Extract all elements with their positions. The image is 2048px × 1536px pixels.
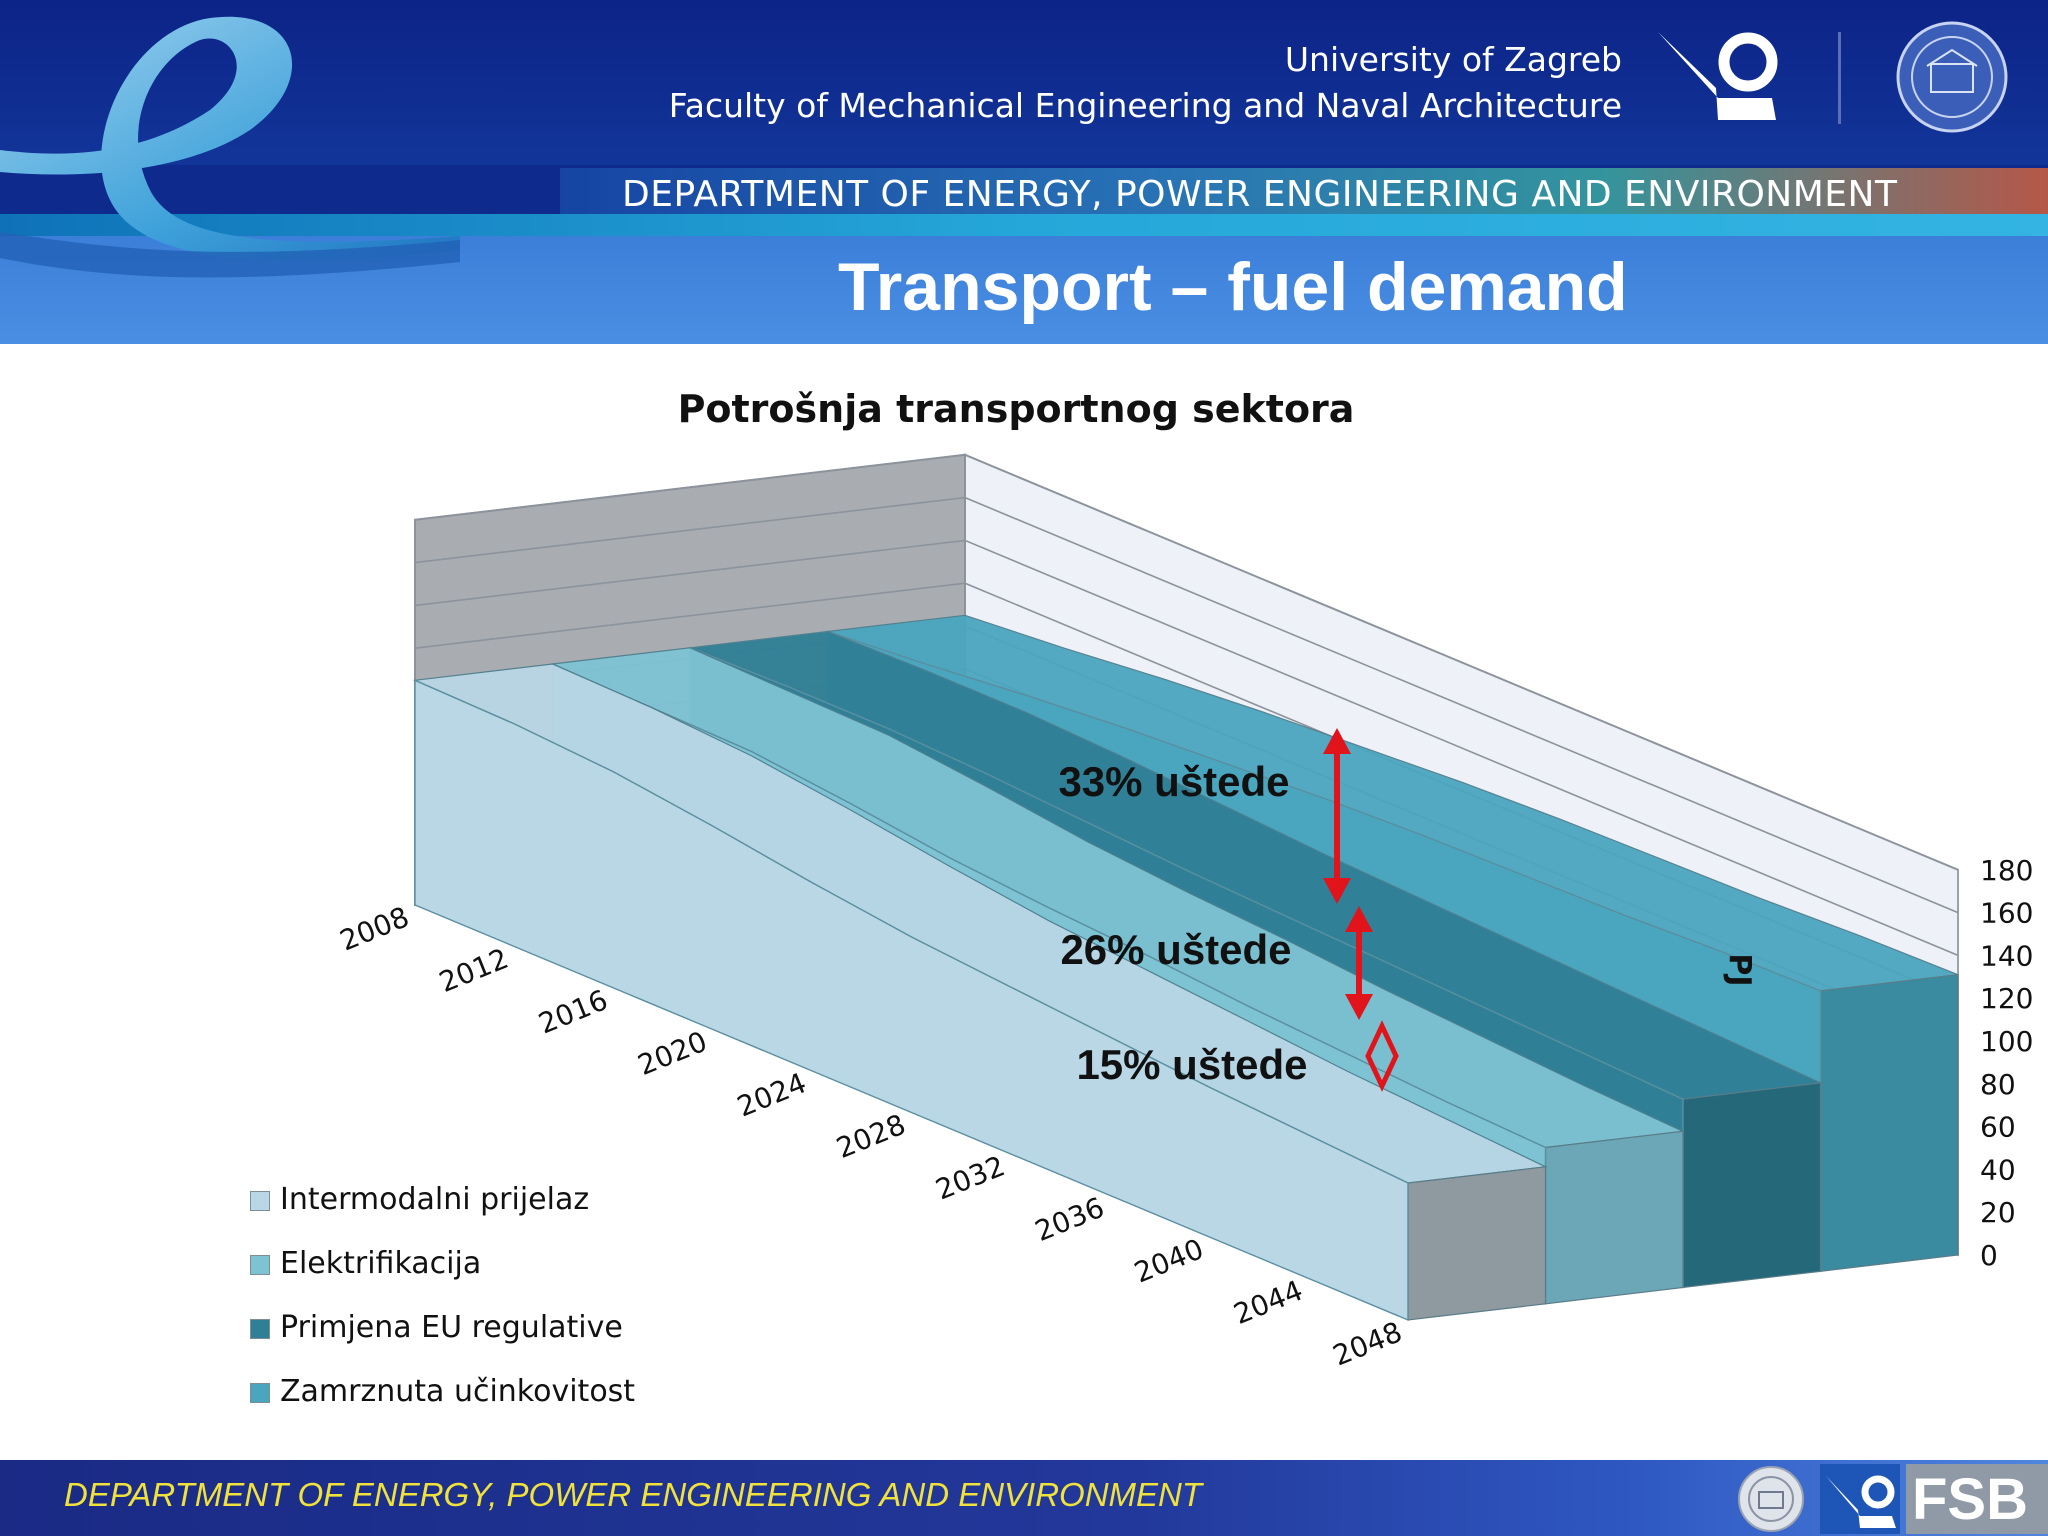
legend-label: Intermodalni prijelaz — [280, 1182, 590, 1217]
legend-swatch — [250, 1191, 270, 1211]
x-tick-label: 2044 — [1229, 1274, 1307, 1331]
fsb-logo-icon — [1820, 1464, 1900, 1534]
fuel-demand-chart: Potrošnja transportnog sektora 020406080… — [335, 387, 2033, 1372]
savings-arrow-15 — [1365, 1020, 1399, 1092]
x-tick-label: 2040 — [1130, 1232, 1208, 1289]
savings-arrow-33-head-up — [1323, 728, 1351, 754]
gridline — [414, 453, 1959, 871]
x-tick-label: 2024 — [732, 1066, 810, 1123]
department-banner: DEPARTMENT OF ENERGY, POWER ENGINEERING … — [622, 174, 1898, 215]
series-cap-0 — [1407, 1166, 1547, 1321]
x-tick-label: 2036 — [1030, 1191, 1108, 1248]
savings-arrow-26-head-up — [1345, 906, 1373, 932]
x-tick-label: 2032 — [931, 1149, 1009, 1206]
slide-footer: DEPARTMENT OF ENERGY, POWER ENGINEERING … — [0, 1460, 2048, 1536]
series-cap-3 — [1819, 974, 1959, 1272]
gridline — [414, 496, 1959, 914]
y-tick-label: 80 — [1980, 1068, 2016, 1101]
y-tick-label: 20 — [1980, 1196, 2016, 1229]
x-tick-label: 2012 — [435, 942, 513, 999]
series-cap-1 — [1544, 1130, 1684, 1305]
x-tick-label: 2016 — [534, 983, 612, 1040]
legend-label: Elektrifikacija — [280, 1246, 482, 1281]
fsb-badge — [1906, 1464, 2048, 1534]
header-divider — [1838, 32, 1841, 124]
series-cap-2 — [1682, 1082, 1822, 1289]
university-seal-icon — [1896, 21, 2008, 133]
series-front-0 — [414, 679, 1409, 1322]
x-tick-label: 2008 — [335, 900, 413, 957]
university-seal-icon — [1738, 1466, 1804, 1532]
chart-title: Potrošnja transportnog sektora — [678, 387, 1355, 431]
fsb-logo-text: FSB — [1912, 1467, 2028, 1532]
savings-annotation: 15% uštede — [1076, 1041, 1307, 1088]
savings-arrow-26-head-down — [1345, 994, 1373, 1020]
y-tick-label: 60 — [1980, 1111, 2016, 1144]
savings-annotation: 33% uštede — [1058, 758, 1289, 805]
header-cyan-stripe — [0, 214, 2048, 236]
x-tick-label: 2028 — [832, 1108, 910, 1165]
y-tick-label: 40 — [1980, 1153, 2016, 1186]
legend-swatch — [250, 1255, 270, 1275]
y-tick-label: 100 — [1980, 1025, 2033, 1058]
slide-header: University of Zagreb Faculty of Mechanic… — [0, 0, 2048, 344]
gridline — [414, 539, 1959, 957]
university-name: University of Zagreb — [1284, 40, 1622, 79]
footer-department: DEPARTMENT OF ENERGY, POWER ENGINEERING … — [64, 1476, 1203, 1513]
y-tick-label: 120 — [1980, 982, 2033, 1015]
savings-annotation: 26% uštede — [1060, 926, 1291, 973]
x-tick-label: 2020 — [633, 1025, 711, 1082]
legend-swatch — [250, 1383, 270, 1403]
y-tick-label: 180 — [1980, 854, 2033, 887]
y-tick-label: 0 — [1980, 1239, 1998, 1272]
y-axis-label: PJ — [1722, 953, 1757, 986]
legend-label: Zamrznuta učinkovitost — [280, 1374, 636, 1409]
y-tick-label: 160 — [1980, 897, 2033, 930]
fsb-logo-icon — [1658, 32, 1778, 120]
slide-title: Transport – fuel demand — [838, 249, 1628, 325]
x-tick-label: 2048 — [1328, 1315, 1406, 1372]
savings-arrow-33-head-down — [1323, 878, 1351, 904]
chart-body: 0204060801001201401601802008201220162020… — [335, 453, 2033, 1372]
y-tick-label: 140 — [1980, 939, 2033, 972]
legend-swatch — [250, 1319, 270, 1339]
faculty-name: Faculty of Mechanical Engineering and Na… — [668, 86, 1622, 125]
e-swoosh-logo — [0, 16, 460, 278]
legend-label: Primjena EU regulative — [280, 1310, 623, 1345]
chart-area: Potrošnja transportnog sektora 0 20 40 60 80… — [0, 344, 2048, 1460]
